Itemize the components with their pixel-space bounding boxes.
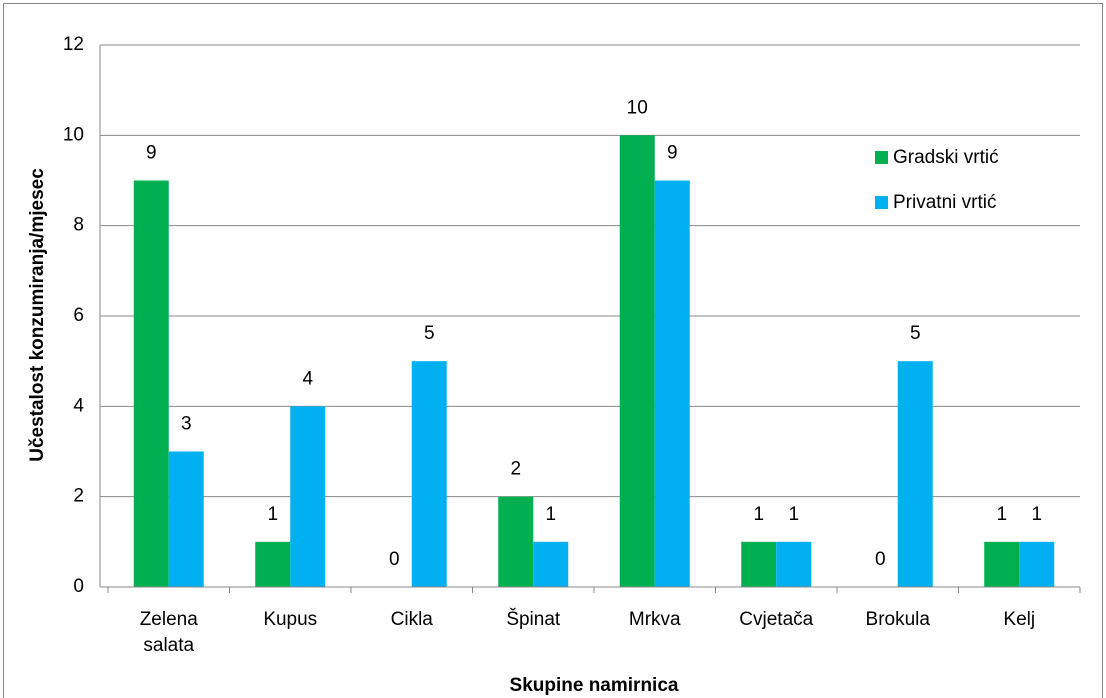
y-axis-title: Učestalost konzumiranja/mjesec bbox=[27, 168, 48, 462]
data-label: 1 bbox=[1031, 504, 1042, 525]
bar bbox=[984, 541, 1020, 587]
x-tick-label: Mrkva bbox=[628, 609, 681, 630]
x-tick-label: Kelj bbox=[1003, 609, 1036, 630]
bar bbox=[619, 135, 655, 588]
x-axis-title: Skupine namirnica bbox=[510, 675, 679, 696]
data-label: 9 bbox=[146, 143, 157, 164]
bar bbox=[776, 541, 812, 587]
y-tick-label: 4 bbox=[73, 395, 84, 416]
data-label: 0 bbox=[875, 549, 886, 570]
data-label: 2 bbox=[510, 459, 521, 480]
data-label: 10 bbox=[627, 97, 648, 118]
bar bbox=[741, 541, 777, 587]
y-tick-label: 8 bbox=[73, 215, 84, 236]
y-tick-label: 12 bbox=[63, 34, 84, 55]
data-label: 4 bbox=[302, 368, 313, 389]
data-label: 5 bbox=[424, 323, 435, 344]
data-label: 1 bbox=[753, 504, 764, 525]
legend-swatch bbox=[875, 196, 888, 209]
y-tick-label: 0 bbox=[73, 576, 84, 597]
bar bbox=[498, 496, 534, 587]
bar bbox=[533, 541, 569, 587]
bar bbox=[1019, 541, 1055, 587]
bar bbox=[133, 180, 169, 587]
legend-label: Gradski vrtić bbox=[893, 147, 999, 168]
data-label: 1 bbox=[996, 504, 1007, 525]
y-tick-label: 2 bbox=[73, 486, 84, 507]
bar bbox=[255, 541, 291, 587]
bar bbox=[290, 406, 326, 587]
legend-swatch bbox=[875, 151, 888, 164]
chart-border bbox=[3, 3, 1103, 698]
x-tick-label: Zelena salata bbox=[139, 609, 198, 656]
data-label: 1 bbox=[545, 504, 556, 525]
data-label: 3 bbox=[181, 414, 192, 435]
bar bbox=[168, 451, 204, 587]
x-tick-label: Cvjetača bbox=[739, 609, 814, 630]
x-tick-label: Špinat bbox=[506, 609, 561, 630]
data-label: 1 bbox=[267, 504, 278, 525]
data-label: 5 bbox=[910, 323, 921, 344]
x-tick-label: Kupus bbox=[263, 609, 318, 630]
data-label: 0 bbox=[389, 549, 400, 570]
y-tick-label: 6 bbox=[73, 305, 84, 326]
data-label: 9 bbox=[667, 143, 678, 164]
legend-label: Privatni vrtić bbox=[893, 192, 996, 213]
bar bbox=[654, 180, 690, 587]
y-tick-label: 10 bbox=[63, 124, 84, 145]
x-tick-label: Brokula bbox=[865, 609, 930, 630]
bar bbox=[897, 361, 933, 587]
x-tick-label: Cikla bbox=[390, 609, 433, 630]
data-label: 1 bbox=[788, 504, 799, 525]
bar bbox=[411, 361, 447, 587]
